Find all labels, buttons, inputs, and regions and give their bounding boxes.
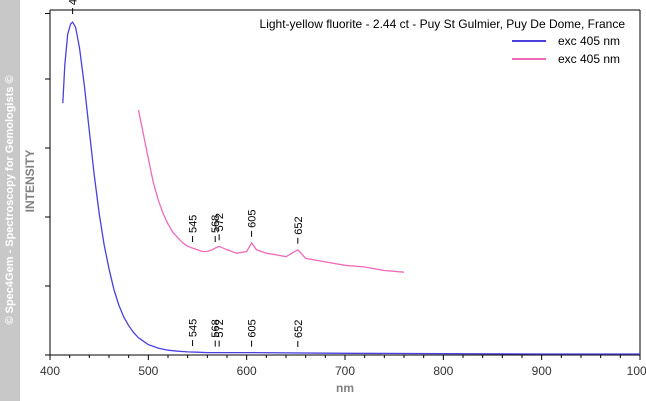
x-tick-label: 1000 [627, 364, 646, 378]
x-tick-label: 700 [335, 364, 355, 378]
series-line-2 [137, 109, 405, 273]
peak-label-blue: 423 [68, 0, 80, 5]
chart-legend: exc 405 nm exc 405 nm [512, 34, 620, 66]
peak-label-pink: 545 [188, 215, 200, 233]
y-axis-label: INTENSITY [23, 150, 37, 213]
x-tick-label: 900 [532, 364, 552, 378]
x-tick-label: 400 [40, 364, 60, 378]
peak-label-pink: 652 [293, 216, 305, 234]
chart-title: Light-yellow fluorite - 2.44 ct - Puy St… [260, 17, 626, 31]
peak-label-blue: 545 [188, 319, 200, 337]
peak-labels: 423545568572605652545568572605652 [68, 0, 305, 347]
chart-series [62, 21, 640, 355]
legend-label-2: exc 405 nm [558, 52, 620, 66]
peak-label-pink: 605 [247, 210, 259, 228]
peak-label-blue: 568 [210, 319, 222, 337]
x-tick-label: 500 [138, 364, 158, 378]
chart-axes: 400 500 600 700 800 900 1000 [40, 9, 646, 378]
x-axis-label: nm [336, 381, 354, 395]
peak-label-pink: 568 [210, 215, 222, 233]
x-tick-label: 800 [433, 364, 453, 378]
legend-label-1: exc 405 nm [558, 34, 620, 48]
peak-label-blue: 605 [247, 319, 259, 337]
series-line-1 [62, 21, 640, 355]
x-tick-label: 600 [237, 364, 257, 378]
peak-label-blue: 572 [214, 319, 226, 337]
peak-label-blue: 652 [293, 320, 305, 338]
peak-label-pink: 572 [214, 213, 226, 231]
side-watermark-strip: © Spec4Gem - Spectroscopy for Gemologist… [0, 0, 20, 401]
